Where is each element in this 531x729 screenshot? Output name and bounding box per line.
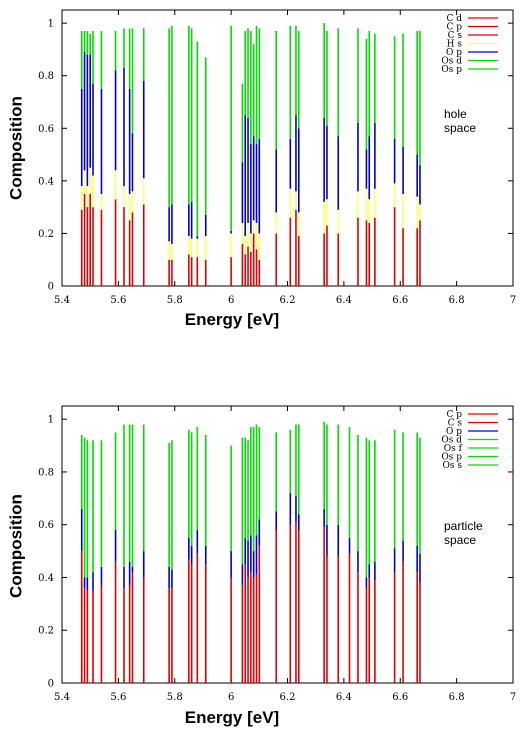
legend-label: O p — [446, 48, 462, 58]
x-tick-label: 6.2 — [280, 295, 296, 306]
y-tick-label: 0.4 — [38, 176, 54, 187]
x-tick-label: 6.4 — [336, 692, 352, 703]
particle-space-chart: 0 0.2 0.4 0.6 0.8 1 5.4 5.6 5.8 6 6.2 6.4 6.6 6.8 7 Com… — [7, 405, 516, 727]
x-tick-label: 6.8 — [449, 295, 465, 306]
y-tick-label: 0.4 — [38, 573, 54, 584]
legend-label: C s — [448, 31, 463, 41]
y-tick-label: 0 — [48, 282, 54, 293]
y-tick-label: 1 — [48, 415, 54, 426]
y-tick-label: 0.6 — [38, 520, 54, 531]
x-tick-label: 5.8 — [167, 295, 183, 306]
y-tick-label: 0.2 — [38, 626, 54, 637]
hole-space-chart: 0 0.2 0.4 0.6 0.8 1 5.4 5.6 5.8 6 6.2 6.4 6.6 6.8 7 Com… — [7, 9, 516, 329]
x-tick-label: 6 — [228, 692, 234, 703]
legend-label: C p — [446, 410, 462, 420]
legend-label: Os d — [441, 57, 462, 67]
y-tick-label: 0.2 — [38, 229, 54, 240]
y-axis-label: Composition — [7, 494, 26, 598]
legend-label: Os p — [441, 453, 462, 463]
space-annotation: particle — [444, 519, 483, 533]
y-tick-label: 0.8 — [38, 467, 54, 478]
legend-label: Os d — [441, 436, 462, 446]
x-tick-label: 6.6 — [392, 295, 408, 306]
legend-label: C d — [446, 14, 462, 24]
y-tick-label: 0.6 — [38, 124, 54, 135]
space-annotation: hole — [444, 107, 467, 121]
x-tick-label: 6.4 — [336, 295, 352, 306]
legend-label: O p — [446, 427, 462, 437]
space-annotation: space — [444, 121, 476, 135]
y-tick-label: 1 — [48, 19, 54, 30]
x-tick-label: 5.4 — [54, 692, 70, 703]
x-tick-label: 6 — [228, 295, 234, 306]
legend-label: C p — [446, 23, 462, 33]
x-tick-label: 5.6 — [110, 692, 126, 703]
x-tick-label: 7 — [510, 692, 516, 703]
x-axis-label: Energy [eV] — [185, 310, 279, 329]
legend-label: Os f — [444, 444, 463, 454]
x-tick-label: 5.6 — [110, 295, 126, 306]
x-tick-label: 6.2 — [280, 692, 296, 703]
legend-label: H s — [447, 40, 463, 50]
legend-label: C s — [448, 419, 463, 429]
x-tick-label: 6.6 — [392, 692, 408, 703]
x-tick-label: 6.8 — [449, 692, 465, 703]
legend-label: Os p — [441, 65, 462, 75]
x-tick-label: 7 — [510, 295, 516, 306]
x-axis-label: Energy [eV] — [185, 708, 279, 727]
legend-label: Os s — [443, 461, 463, 471]
y-tick-label: 0.8 — [38, 71, 54, 82]
x-tick-label: 5.8 — [167, 692, 183, 703]
space-annotation: space — [444, 533, 476, 547]
y-tick-label: 0 — [48, 679, 54, 690]
y-axis-label: Composition — [7, 96, 26, 200]
x-tick-label: 5.4 — [54, 295, 70, 306]
